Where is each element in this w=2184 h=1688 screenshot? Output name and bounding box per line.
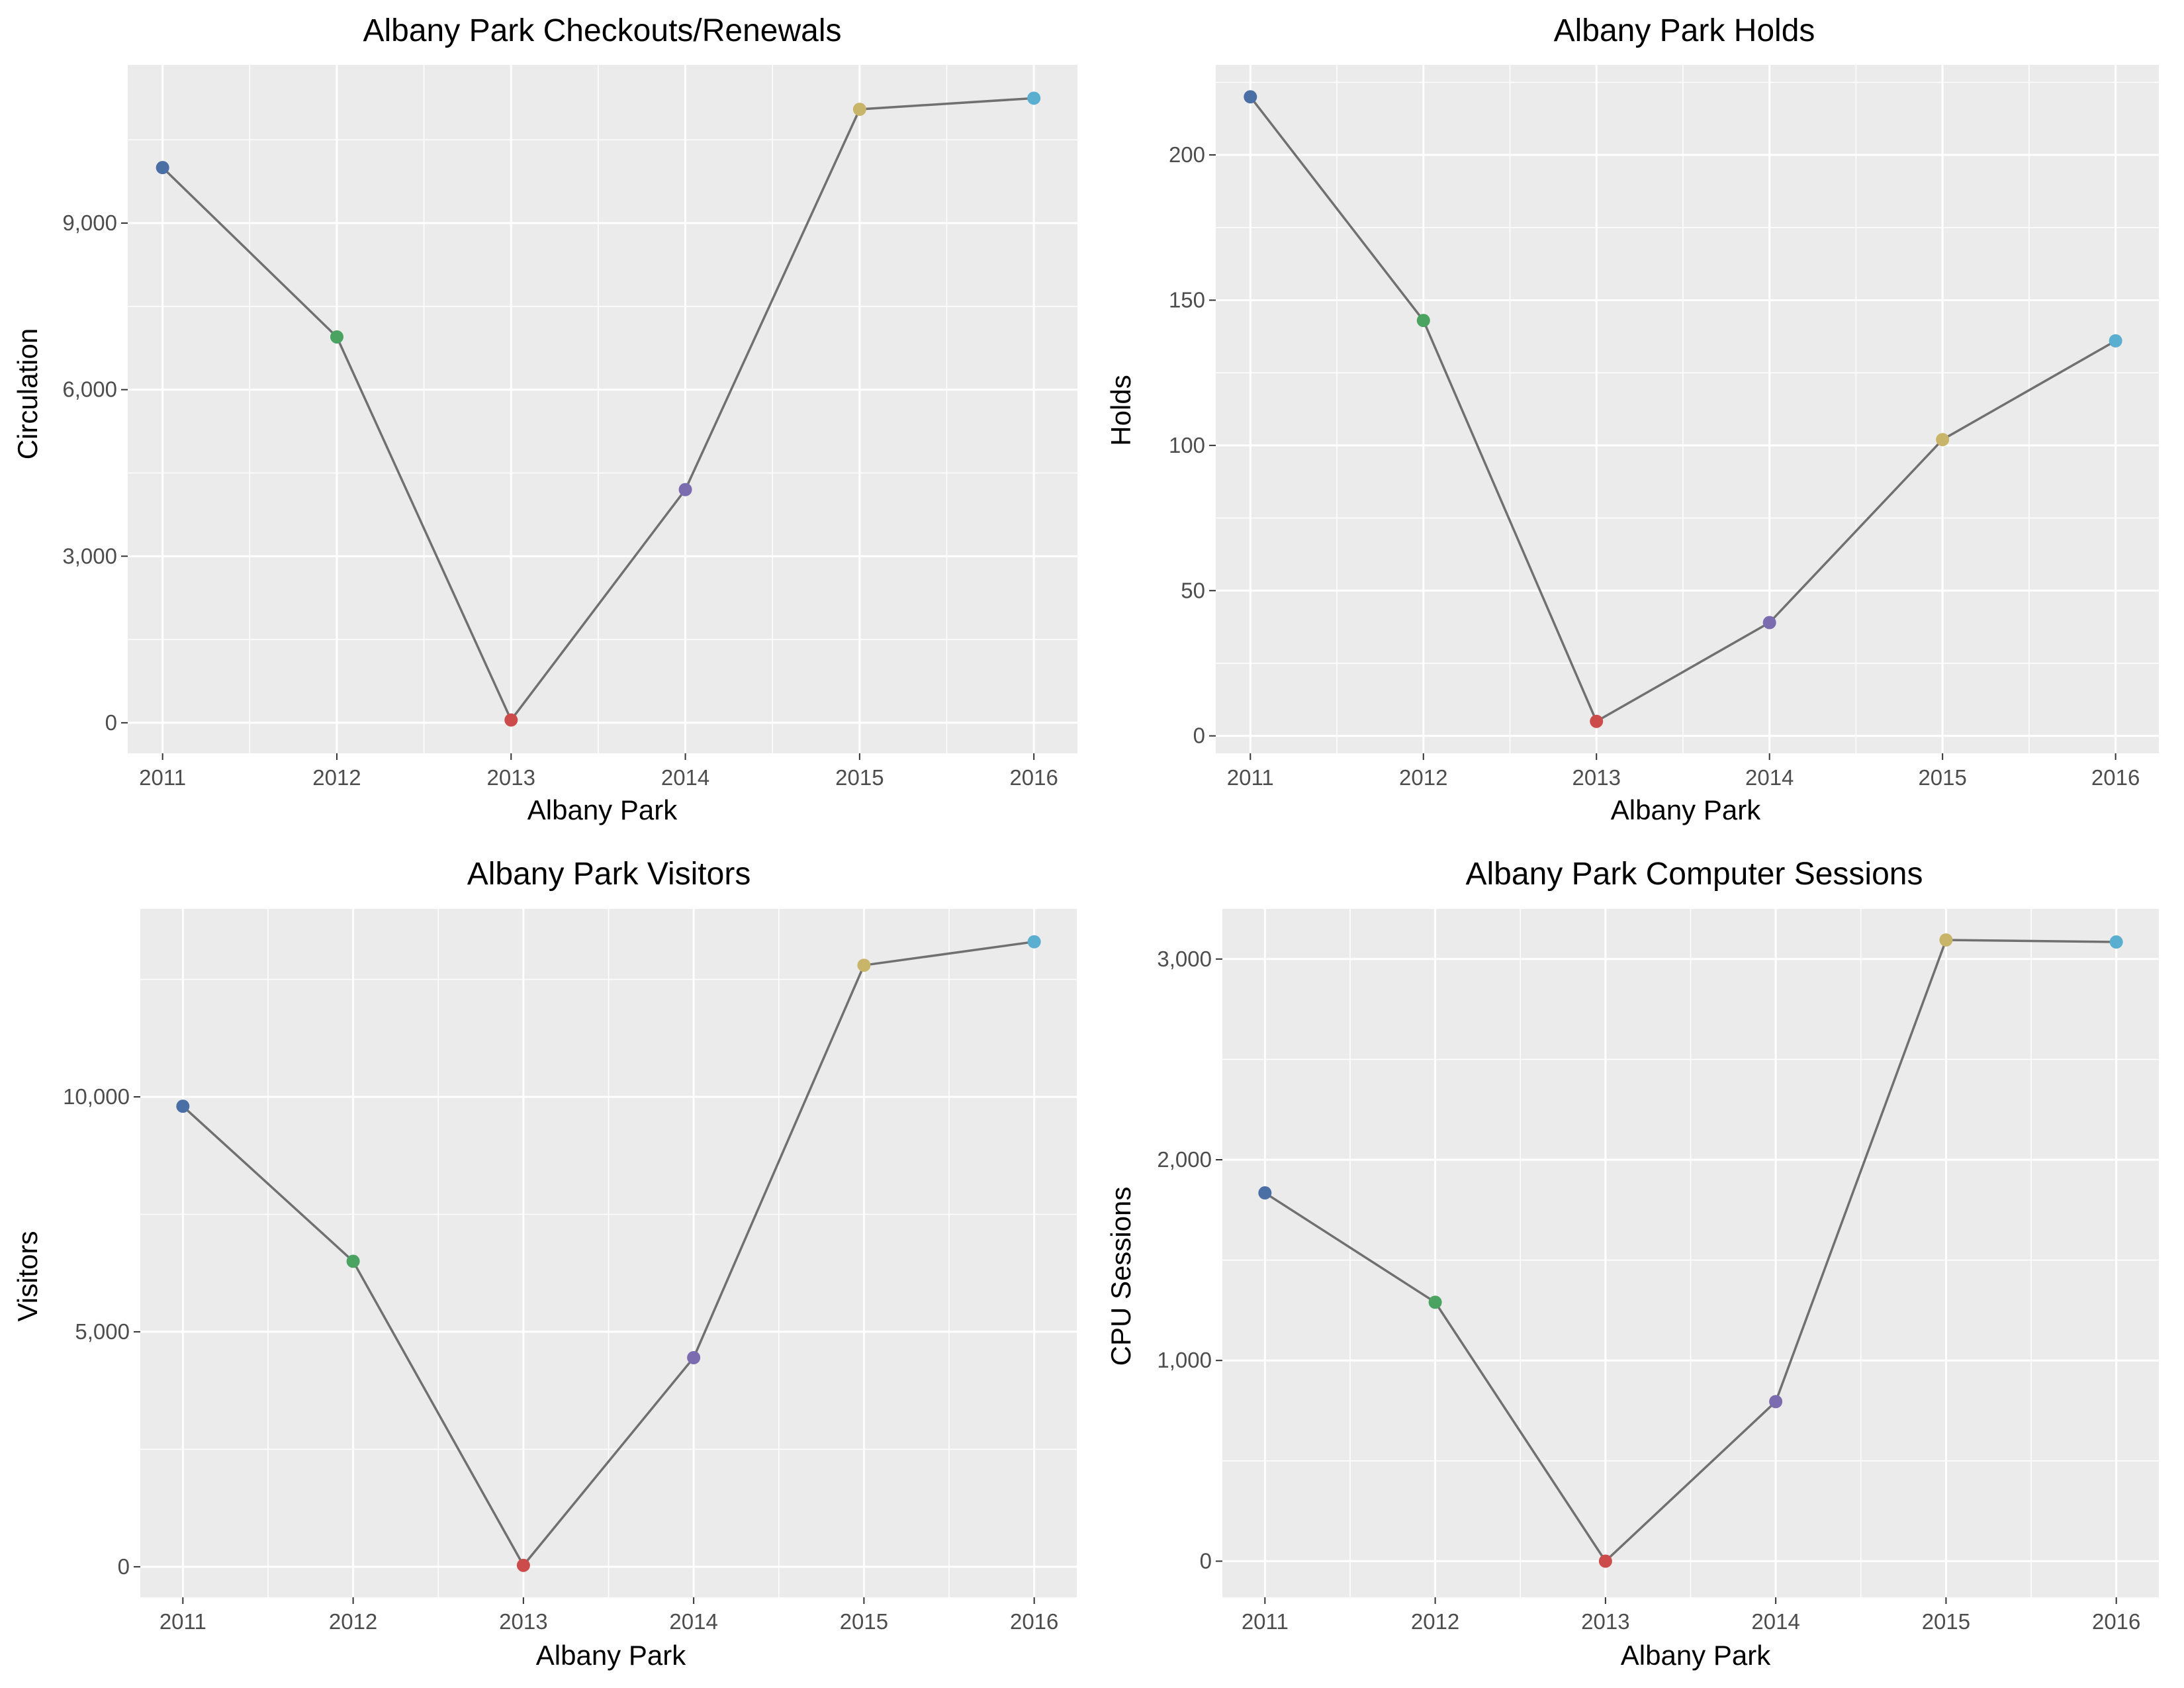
data-point-2012 bbox=[1416, 314, 1430, 328]
x-tick-label: 2011 bbox=[159, 1609, 206, 1634]
chart-computer-sessions: 0 1,000 2,000 3,000 2011 2012 2013 2014 2015 2016… bbox=[1105, 857, 2159, 1671]
plot-area: 0 1,000 2,000 3,000 2011 2012 2013 2014 2015 2016 bbox=[1157, 909, 2159, 1634]
data-point-2014 bbox=[1762, 616, 1776, 630]
x-tick-label: 2016 bbox=[1010, 1609, 1058, 1634]
data-point-2013 bbox=[1590, 714, 1604, 728]
x-tick-label: 2015 bbox=[835, 765, 884, 790]
data-point-2013 bbox=[504, 713, 518, 727]
data-point-2016 bbox=[1027, 91, 1041, 105]
data-point-2015 bbox=[852, 103, 866, 117]
data-point-2016 bbox=[1027, 935, 1041, 949]
data-point-2014 bbox=[1769, 1395, 1783, 1409]
data-point-2015 bbox=[1939, 933, 1953, 947]
x-tick-label: 2016 bbox=[2091, 765, 2140, 790]
chart-title: Albany Park Holds bbox=[1554, 13, 1815, 48]
y-tick-label: 150 bbox=[1169, 287, 1205, 312]
plot-background bbox=[128, 65, 1077, 753]
y-tick-label: 1,000 bbox=[1157, 1348, 1212, 1372]
x-tick-label: 2014 bbox=[1745, 765, 1794, 790]
y-tick-label: 3,000 bbox=[1157, 947, 1212, 971]
y-tick-label: 100 bbox=[1169, 433, 1205, 457]
data-point-2015 bbox=[857, 959, 871, 972]
data-point-2011 bbox=[156, 161, 169, 175]
x-axis-title: Albany Park bbox=[1621, 1640, 1771, 1671]
x-tick-label: 2011 bbox=[1242, 1609, 1289, 1634]
data-point-2011 bbox=[1258, 1186, 1272, 1200]
data-point-2011 bbox=[176, 1100, 190, 1113]
data-point-2013 bbox=[1598, 1554, 1612, 1568]
x-axis-title: Albany Park bbox=[527, 794, 678, 825]
x-tick-label: 2011 bbox=[1227, 765, 1274, 790]
y-tick-label: 50 bbox=[1181, 578, 1205, 602]
x-axis-title: Albany Park bbox=[1611, 794, 1761, 825]
y-tick-label: 10,000 bbox=[63, 1084, 130, 1109]
chart-checkouts-renewals: 0 3,000 6,000 9,000 2011 2012 2013 2014 2015 2016… bbox=[12, 13, 1077, 825]
data-point-2012 bbox=[346, 1254, 360, 1268]
y-tick-label: 2,000 bbox=[1157, 1147, 1212, 1172]
x-tick-label: 2012 bbox=[329, 1609, 377, 1634]
chart-visitors: 0 5,000 10,000 2011 2012 2013 2014 2015 2016 Alb… bbox=[12, 857, 1077, 1671]
data-point-2012 bbox=[330, 330, 343, 344]
chart-title: Albany Park Computer Sessions bbox=[1466, 857, 1923, 892]
x-tick-label: 2015 bbox=[1918, 765, 1966, 790]
x-tick-label: 2014 bbox=[669, 1609, 717, 1634]
x-tick-label: 2015 bbox=[840, 1609, 888, 1634]
y-tick-label: 0 bbox=[1200, 1548, 1212, 1573]
data-point-2016 bbox=[2109, 935, 2123, 949]
plot-area: 0 3,000 6,000 9,000 2011 2012 2013 2014 2015 2016 bbox=[62, 65, 1077, 790]
data-point-2014 bbox=[687, 1350, 701, 1364]
y-tick-label: 9,000 bbox=[62, 211, 117, 235]
y-tick-label: 0 bbox=[1193, 724, 1205, 748]
series-line bbox=[182, 940, 1034, 1568]
x-tick-label: 2012 bbox=[312, 765, 361, 790]
y-axis-title: Holds bbox=[1105, 375, 1136, 445]
chart-title: Albany Park Checkouts/Renewals bbox=[363, 13, 841, 48]
chart-title: Albany Park Visitors bbox=[467, 857, 751, 892]
x-tick-label: 2013 bbox=[1572, 765, 1621, 790]
x-tick-label: 2011 bbox=[139, 765, 186, 790]
x-tick-label: 2012 bbox=[1399, 765, 1447, 790]
data-point-2013 bbox=[516, 1558, 530, 1572]
x-axis-title: Albany Park bbox=[536, 1640, 686, 1671]
y-axis-title: Circulation bbox=[12, 328, 43, 459]
x-tick-label: 2014 bbox=[661, 765, 709, 790]
series-line bbox=[1249, 96, 2116, 724]
y-tick-label: 6,000 bbox=[62, 377, 117, 402]
series-line bbox=[1264, 939, 2116, 1564]
data-point-2011 bbox=[1244, 90, 1257, 104]
y-tick-label: 3,000 bbox=[62, 543, 117, 568]
data-point-2014 bbox=[678, 483, 692, 496]
y-tick-label: 5,000 bbox=[75, 1319, 130, 1344]
x-tick-label: 2012 bbox=[1411, 1609, 1459, 1634]
x-tick-label: 2015 bbox=[1922, 1609, 1970, 1634]
x-tick-label: 2013 bbox=[1581, 1609, 1629, 1634]
plot-background bbox=[1216, 65, 2159, 753]
x-tick-label: 2016 bbox=[2092, 1609, 2140, 1634]
data-point-2015 bbox=[1936, 433, 1950, 447]
x-tick-label: 2013 bbox=[487, 765, 535, 790]
data-point-2012 bbox=[1428, 1295, 1442, 1309]
plot-area: 0 50 100 150 200 2011 2012 2013 2014 2015 2016 bbox=[1169, 65, 2159, 790]
y-axis-title: CPU Sessions bbox=[1105, 1187, 1136, 1366]
y-tick-label: 0 bbox=[105, 710, 117, 735]
chart-holds: 0 50 100 150 200 2011 2012 2013 2014 2015 2016 Alb… bbox=[1105, 13, 2159, 825]
plot-area: 0 5,000 10,000 2011 2012 2013 2014 2015 2016 bbox=[63, 909, 1077, 1634]
data-point-2016 bbox=[2109, 334, 2122, 348]
y-tick-label: 0 bbox=[118, 1554, 130, 1579]
x-tick-label: 2013 bbox=[499, 1609, 547, 1634]
series-line bbox=[161, 97, 1034, 723]
y-axis-title: Visitors bbox=[12, 1231, 43, 1322]
x-tick-label: 2014 bbox=[1751, 1609, 1799, 1634]
y-tick-label: 200 bbox=[1169, 142, 1205, 167]
x-tick-label: 2016 bbox=[1009, 765, 1058, 790]
